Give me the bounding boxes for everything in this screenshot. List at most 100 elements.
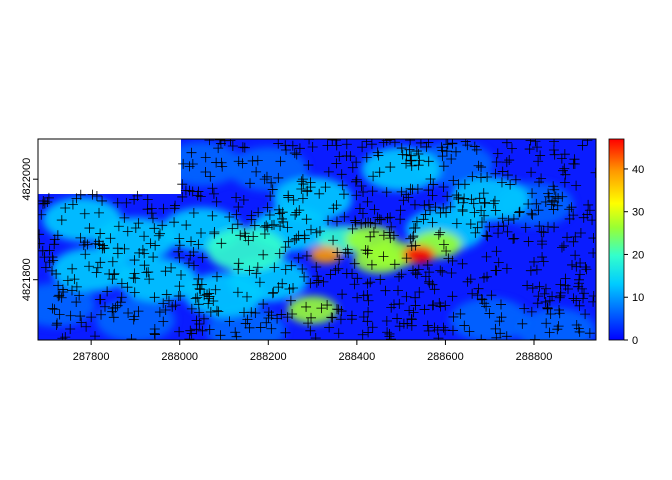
point-marker (149, 292, 160, 303)
point-marker (571, 295, 582, 306)
point-marker (503, 215, 514, 226)
point-marker (245, 178, 256, 189)
point-marker (351, 174, 362, 185)
point-marker (404, 305, 415, 316)
point-marker (107, 274, 118, 285)
point-marker (434, 298, 445, 309)
point-marker (337, 289, 348, 300)
point-marker (251, 268, 262, 279)
point-marker (537, 239, 548, 250)
point-marker (396, 186, 407, 197)
point-marker (554, 292, 565, 303)
point-marker (283, 236, 294, 247)
point-marker (224, 316, 235, 327)
point-marker (52, 318, 63, 329)
point-marker (519, 303, 530, 314)
point-marker (200, 152, 211, 163)
point-marker (53, 280, 64, 291)
point-marker (479, 197, 490, 208)
point-marker (252, 155, 263, 166)
point-marker (527, 209, 538, 220)
point-marker (428, 300, 439, 311)
point-marker (579, 288, 590, 299)
point-marker (272, 313, 283, 324)
point-marker (233, 156, 244, 167)
point-marker (413, 148, 424, 159)
point-marker (447, 291, 458, 302)
point-marker (339, 211, 350, 222)
point-marker (203, 298, 214, 309)
point-marker (357, 208, 368, 219)
point-marker (232, 287, 243, 298)
point-marker (401, 189, 412, 200)
point-marker (274, 248, 285, 259)
point-marker (372, 147, 383, 158)
point-marker (49, 304, 60, 315)
point-marker (381, 316, 392, 327)
point-marker (122, 226, 133, 237)
point-marker (331, 158, 342, 169)
point-marker (549, 184, 560, 195)
point-marker (395, 205, 406, 216)
point-marker (326, 312, 337, 323)
point-marker (215, 139, 226, 149)
point-marker (333, 328, 344, 339)
point-marker (451, 218, 462, 229)
point-marker (571, 180, 582, 191)
point-marker (275, 156, 286, 167)
point-marker (97, 195, 108, 206)
point-marker (476, 162, 487, 173)
point-marker (213, 306, 224, 317)
point-marker (49, 239, 60, 250)
point-marker (193, 273, 204, 284)
point-marker (479, 210, 490, 221)
point-marker (490, 205, 501, 216)
point-marker (422, 320, 433, 331)
point-marker (44, 257, 55, 268)
point-marker (525, 265, 536, 276)
point-marker (157, 220, 168, 231)
point-marker (437, 151, 448, 162)
point-marker (569, 154, 580, 165)
point-marker (99, 243, 110, 254)
point-marker (75, 232, 86, 243)
point-marker (341, 150, 352, 161)
point-marker (192, 279, 203, 290)
point-marker (249, 220, 260, 231)
point-marker (472, 222, 483, 233)
point-marker (498, 221, 509, 232)
point-marker (493, 257, 504, 268)
point-marker (38, 209, 47, 220)
point-marker (112, 197, 123, 208)
point-marker (357, 329, 368, 340)
point-marker (327, 312, 338, 323)
point-marker (261, 171, 272, 182)
point-marker (363, 327, 374, 338)
point-marker (246, 210, 257, 221)
point-marker (491, 265, 502, 276)
point-marker (570, 231, 581, 242)
point-marker (549, 149, 560, 160)
point-marker (81, 321, 92, 332)
point-marker (481, 301, 492, 312)
point-marker (251, 166, 262, 177)
point-marker (346, 314, 357, 325)
point-marker (527, 283, 538, 294)
point-marker (423, 199, 434, 210)
point-marker (396, 269, 407, 280)
point-marker (418, 214, 429, 225)
point-marker (406, 314, 417, 325)
point-marker (495, 299, 506, 310)
point-marker (205, 307, 216, 318)
point-marker (310, 333, 321, 340)
point-marker (293, 230, 304, 241)
point-marker (523, 236, 534, 247)
point-marker (362, 290, 373, 301)
point-marker (338, 189, 349, 200)
point-marker (113, 221, 124, 232)
point-marker (492, 148, 503, 159)
point-marker (568, 293, 579, 304)
point-marker (262, 202, 273, 213)
point-marker (489, 195, 500, 206)
point-marker (401, 291, 412, 302)
